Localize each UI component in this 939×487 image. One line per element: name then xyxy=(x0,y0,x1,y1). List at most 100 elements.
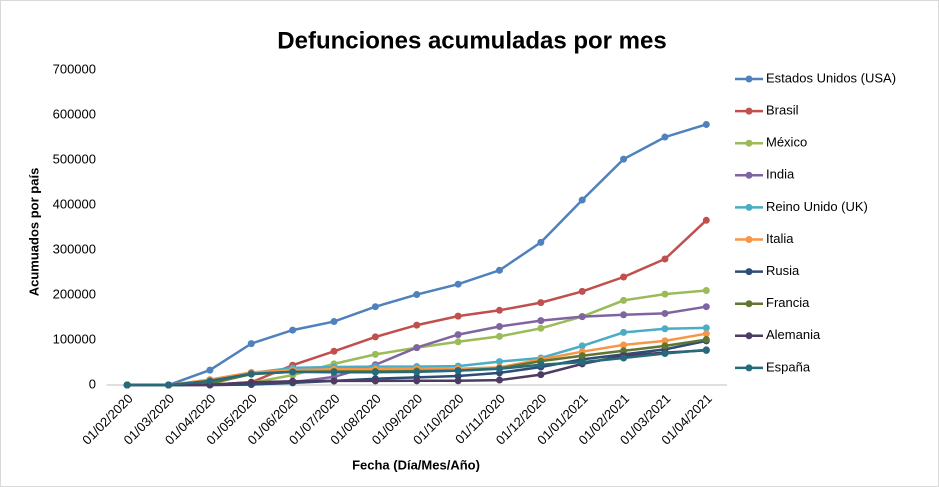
data-point xyxy=(702,336,710,344)
legend-label: Francia xyxy=(766,295,810,310)
data-point xyxy=(454,377,462,385)
data-point xyxy=(330,368,338,376)
data-point xyxy=(537,324,545,332)
legend-marker xyxy=(745,107,753,115)
data-point xyxy=(661,337,669,345)
data-point xyxy=(661,133,669,141)
data-point xyxy=(661,342,669,350)
data-point xyxy=(578,196,586,204)
data-point xyxy=(495,365,503,373)
data-point xyxy=(330,377,338,385)
data-point xyxy=(413,368,421,376)
legend-marker xyxy=(745,75,753,83)
data-point xyxy=(578,358,586,366)
legend-marker xyxy=(745,268,753,276)
data-point xyxy=(620,328,628,336)
data-point xyxy=(702,330,710,338)
legend-label: Alemania xyxy=(766,327,821,342)
data-point xyxy=(330,318,338,326)
legend-marker xyxy=(745,364,753,372)
data-point xyxy=(702,346,710,354)
data-point xyxy=(371,303,379,311)
y-tick-label: 300000 xyxy=(53,241,96,256)
legend-marker xyxy=(745,171,753,179)
legend-label: Brasil xyxy=(766,103,799,118)
legend-label: India xyxy=(766,167,795,182)
data-point xyxy=(371,350,379,358)
data-point xyxy=(578,342,586,350)
data-point xyxy=(537,299,545,307)
y-tick-label: 200000 xyxy=(53,286,96,301)
data-point xyxy=(537,361,545,369)
legend-marker xyxy=(745,300,753,308)
data-point xyxy=(661,350,669,357)
data-point xyxy=(537,238,545,246)
data-point xyxy=(289,368,297,376)
data-point xyxy=(165,381,173,389)
data-point xyxy=(537,317,545,325)
legend-label: Rusia xyxy=(766,263,800,278)
data-point xyxy=(661,325,669,333)
data-point xyxy=(495,332,503,340)
y-tick-label: 100000 xyxy=(53,331,96,346)
data-point xyxy=(413,377,421,385)
legend-label: Italia xyxy=(766,231,794,246)
data-point xyxy=(371,368,379,376)
legend-label: México xyxy=(766,135,807,150)
data-point xyxy=(495,323,503,330)
x-axis-title: Fecha (Día/Mes/Año) xyxy=(352,457,480,472)
y-tick-label: 700000 xyxy=(53,61,96,76)
data-point xyxy=(206,377,214,385)
data-point xyxy=(620,296,628,304)
data-point xyxy=(578,287,586,295)
data-point xyxy=(454,331,462,339)
chart-title: Defunciones acumuladas por mes xyxy=(277,27,666,54)
legend-marker xyxy=(745,236,753,243)
data-point xyxy=(702,324,710,332)
legend-label: España xyxy=(766,359,811,374)
data-point xyxy=(495,306,503,314)
data-point xyxy=(495,376,503,384)
data-point xyxy=(702,216,710,224)
data-point xyxy=(413,321,421,329)
y-axis-title: Acumuados por país xyxy=(26,168,41,297)
legend-marker xyxy=(745,139,753,147)
data-point xyxy=(661,255,669,263)
data-point xyxy=(620,311,628,319)
data-point xyxy=(495,358,503,366)
data-point xyxy=(537,371,545,379)
legend-label: Estados Unidos (USA) xyxy=(766,70,896,85)
y-tick-label: 500000 xyxy=(53,151,96,166)
data-point xyxy=(123,381,131,389)
data-point xyxy=(661,290,669,298)
data-point xyxy=(247,340,255,348)
data-point xyxy=(371,377,379,385)
data-point xyxy=(454,367,462,375)
legend-marker xyxy=(745,203,753,211)
data-point xyxy=(702,120,710,128)
data-point xyxy=(620,354,628,362)
data-point xyxy=(702,287,710,294)
data-point xyxy=(620,273,628,281)
data-point xyxy=(454,338,462,346)
data-point xyxy=(661,309,669,317)
data-point xyxy=(620,347,628,355)
legend-marker xyxy=(745,332,753,340)
data-point xyxy=(206,366,214,374)
y-tick-label: 400000 xyxy=(53,196,96,211)
y-tick-label: 0 xyxy=(89,376,96,391)
data-point xyxy=(371,333,379,341)
data-point xyxy=(578,352,586,360)
data-point xyxy=(495,266,503,274)
data-point xyxy=(578,313,586,321)
y-tick-label: 600000 xyxy=(53,106,96,121)
data-point xyxy=(247,378,255,386)
data-point xyxy=(413,291,421,299)
data-point xyxy=(289,377,297,385)
data-point xyxy=(413,344,421,352)
data-point xyxy=(454,312,462,320)
data-point xyxy=(702,303,710,311)
data-point xyxy=(330,347,338,355)
